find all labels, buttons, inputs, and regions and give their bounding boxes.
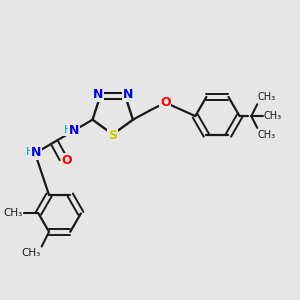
Text: CH₃: CH₃ [264,111,282,121]
Text: H: H [64,125,72,135]
Text: N: N [122,88,133,101]
Text: N: N [69,124,80,136]
Text: O: O [160,96,171,109]
Text: O: O [61,154,72,167]
Text: CH₃: CH₃ [22,248,41,258]
Text: CH₃: CH₃ [3,208,22,218]
Text: N: N [31,146,41,159]
Text: CH₃: CH₃ [258,92,276,102]
Text: S: S [108,129,117,142]
Text: H: H [26,147,34,158]
Text: CH₃: CH₃ [258,130,276,140]
Text: N: N [93,88,103,101]
